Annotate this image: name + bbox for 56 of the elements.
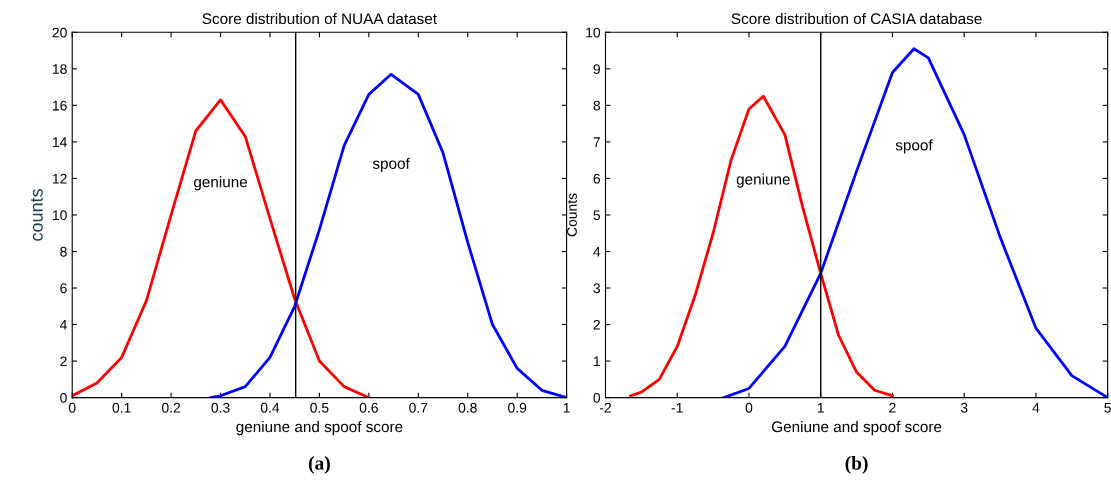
line-series — [72, 98, 371, 398]
y-tick-label: 8 — [60, 246, 67, 257]
x-tick-label: 5 — [1104, 402, 1111, 413]
x-tick-label: 0.9 — [508, 402, 527, 413]
y-tick-label: 8 — [593, 100, 601, 111]
y-tick-label: 2 — [593, 319, 600, 330]
x-tick-label: 2 — [889, 402, 896, 413]
y-tick-label: 10 — [586, 27, 601, 38]
y-tick-label: 4 — [59, 320, 67, 330]
y-tick-label: 0 — [593, 392, 601, 403]
x-tick-label: 0 — [68, 402, 76, 413]
x-tick-label: 0.6 — [359, 402, 378, 413]
x-tick-label: 0.7 — [409, 402, 428, 413]
x-tick-label: -1 — [671, 402, 683, 413]
x-tick-label: 0.4 — [260, 402, 280, 413]
y-tick-label: 14 — [52, 137, 67, 147]
x-axis-title: Geniune and spoof score — [772, 420, 942, 436]
x-tick-label: 4 — [1032, 402, 1040, 413]
x-tick-label: 0.8 — [458, 402, 477, 413]
y-axis-title: counts — [30, 189, 43, 241]
y-tick-label: 0 — [60, 392, 67, 403]
x-tick-label: 0.2 — [161, 402, 181, 413]
y-tick-label: 10 — [52, 210, 67, 221]
x-tick-label: 1 — [817, 402, 824, 413]
x-tick-label: 0.3 — [211, 402, 230, 413]
x-tick-label: -2 — [599, 402, 611, 413]
y-tick-label: 18 — [52, 64, 67, 74]
series-label: geniune — [736, 173, 790, 188]
text: (b) — [845, 456, 868, 474]
y-tick-label: 12 — [52, 173, 67, 184]
x-tick-label: 0 — [745, 402, 753, 413]
chart-title: Score distribution of CASIA database — [731, 12, 982, 25]
y-axis-title: Counts — [567, 193, 577, 237]
y-tick-label: 9 — [593, 64, 600, 74]
text: (a) — [308, 456, 330, 474]
chart-title: Score distribution of NUAA dataset — [202, 12, 437, 25]
y-tick-label: 20 — [52, 27, 67, 38]
line-series — [629, 94, 894, 398]
y-tick-label: 6 — [593, 173, 601, 184]
y-tick-label: 5 — [593, 210, 601, 221]
x-tick-label: 1 — [563, 402, 570, 413]
line-series — [722, 47, 1108, 398]
x-tick-label: 0.5 — [310, 402, 329, 413]
series-label: geniune — [193, 176, 248, 191]
y-tick-label: 6 — [60, 283, 67, 294]
x-tick-label: 0.1 — [112, 402, 131, 413]
y-tick-label: 1 — [593, 356, 600, 367]
y-tick-label: 16 — [52, 100, 67, 111]
y-tick-label: 2 — [60, 356, 67, 367]
x-axis-title: geniune and spoof score — [236, 420, 403, 436]
y-tick-label: 4 — [593, 246, 601, 257]
series-label: spoof — [895, 139, 933, 154]
x-tick-label: 3 — [960, 402, 968, 413]
text: spoof — [372, 157, 410, 172]
y-tick-label: 3 — [593, 283, 601, 294]
y-tick-label: 7 — [593, 137, 600, 147]
